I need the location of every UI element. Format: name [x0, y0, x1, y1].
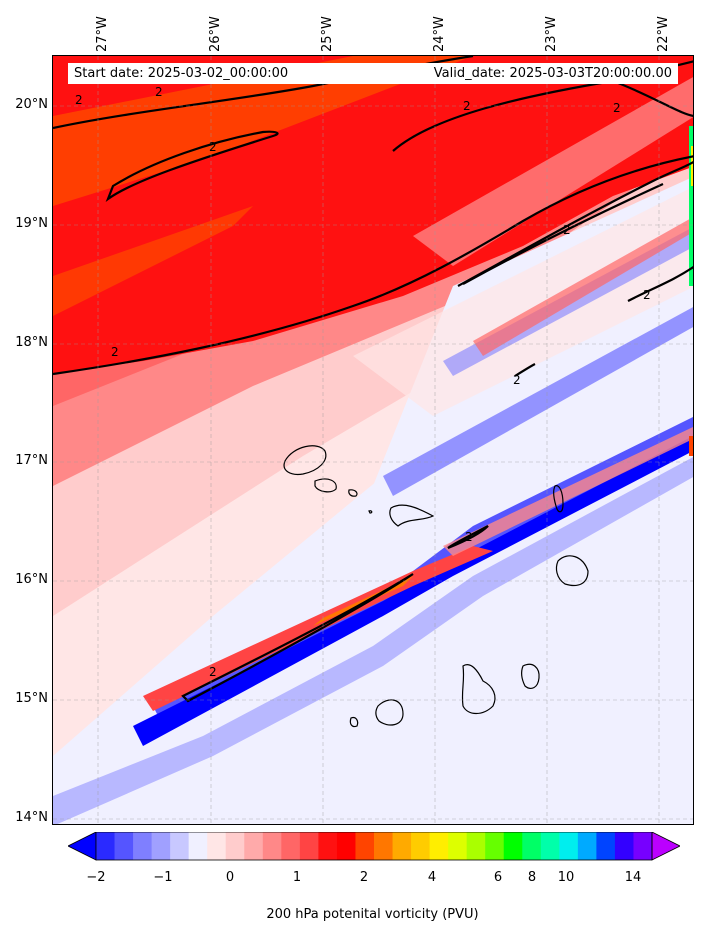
colorbar-swatch — [559, 832, 579, 860]
colorbar-tick-label: 0 — [225, 870, 235, 885]
latitude-label: 17°N — [15, 453, 48, 468]
longitude-label: 23°W — [544, 16, 559, 52]
coastlines — [283, 445, 589, 728]
colorbar-tick-label: 6 — [493, 870, 503, 885]
vorticity-field: 2 2 2 2 2 2 2 2 2 2 2 — [53, 56, 693, 824]
colorbar-swatch — [392, 832, 412, 860]
colorbar-swatch — [429, 832, 449, 860]
colorbar-tick-label: 1 — [292, 870, 302, 885]
colorbar-swatch — [448, 832, 468, 860]
colorbar-swatch — [522, 832, 542, 860]
colorbar-swatch — [336, 832, 356, 860]
colorbar-tick-label: 4 — [427, 870, 437, 885]
contour-label: 2 — [209, 140, 217, 154]
contour-label: 2 — [111, 345, 119, 359]
colorbar-swatch — [596, 832, 616, 860]
colorbar-swatch — [207, 832, 227, 860]
latitude-label: 20°N — [15, 97, 48, 112]
colorbar-tick-label: 2 — [359, 870, 369, 885]
colorbar-swatch — [466, 832, 486, 860]
colorbar-swatch — [577, 832, 597, 860]
latitude-label: 16°N — [15, 572, 48, 587]
contour-label: 2 — [209, 665, 217, 679]
colorbar-swatch — [633, 832, 653, 860]
colorbar-swatch — [151, 832, 171, 860]
contour-label: 2 — [643, 288, 651, 302]
contour-label: 2 — [75, 93, 83, 107]
colorbar-swatch — [374, 832, 394, 860]
contour-label: 2 — [563, 223, 571, 237]
longitude-label: 22°W — [656, 16, 671, 52]
colorbar-swatch — [540, 832, 560, 860]
longitude-label: 24°W — [432, 16, 447, 52]
colorbar-swatch — [133, 832, 153, 860]
valid-date-label: Valid_date: 2025-03-03T20:00:00.00 — [433, 66, 672, 81]
colorbar-swatch — [318, 832, 338, 860]
colorbar-border — [95, 832, 653, 861]
start-date-label: Start date: 2025-03-02_00:00:00 — [74, 66, 289, 81]
longitude-label: 25°W — [320, 16, 335, 52]
colorbar-swatch — [355, 832, 375, 860]
contour-label: 2 — [613, 101, 621, 115]
colorbar-tick-label: 8 — [527, 870, 537, 885]
longitude-label: 26°W — [208, 16, 223, 52]
colorbar-tick-label: 10 — [557, 870, 575, 885]
colorbar-tick-label: −2 — [86, 870, 106, 885]
colorbar-swatch — [503, 832, 523, 860]
colorbar-swatch — [281, 832, 301, 860]
colorbar-swatch — [114, 832, 134, 860]
latitude-label: 14°N — [15, 810, 48, 825]
colorbar-swatch — [225, 832, 245, 860]
colorbar-swatch — [244, 832, 264, 860]
date-info-bar: Start date: 2025-03-02_00:00:00 Valid_da… — [68, 63, 678, 84]
contour-label: 2 — [465, 530, 473, 544]
colorbar-swatch — [262, 832, 282, 860]
colorbar-swatch — [411, 832, 431, 860]
colorbar-swatch — [299, 832, 319, 860]
colorbar-swatch — [485, 832, 505, 860]
latitude-label: 18°N — [15, 335, 48, 350]
map-panel: 2 2 2 2 2 2 2 2 2 2 2 — [52, 55, 694, 825]
gridlines — [53, 56, 693, 824]
contour-label: 2 — [463, 99, 471, 113]
contour-labels: 2 2 2 2 2 2 2 2 2 2 2 — [75, 85, 651, 679]
colorbar-tick-label: 14 — [624, 870, 642, 885]
colorbar-swatch — [170, 832, 190, 860]
contour-label: 2 — [155, 85, 163, 99]
colorbar-swatch — [96, 832, 116, 860]
colorbar-extend-low — [68, 832, 97, 861]
latitude-label: 15°N — [15, 691, 48, 706]
colorbar — [68, 832, 680, 861]
colorbar-swatch — [614, 832, 634, 860]
colorbar-tick-label: −1 — [153, 870, 173, 885]
contour-label: 2 — [513, 373, 521, 387]
colorbar-label: 200 hPa potenital vorticity (PVU) — [266, 907, 479, 922]
latitude-label: 19°N — [15, 216, 48, 231]
colorbar-extend-high — [651, 832, 680, 861]
longitude-label: 27°W — [95, 16, 110, 52]
colorbar-swatch — [188, 832, 208, 860]
